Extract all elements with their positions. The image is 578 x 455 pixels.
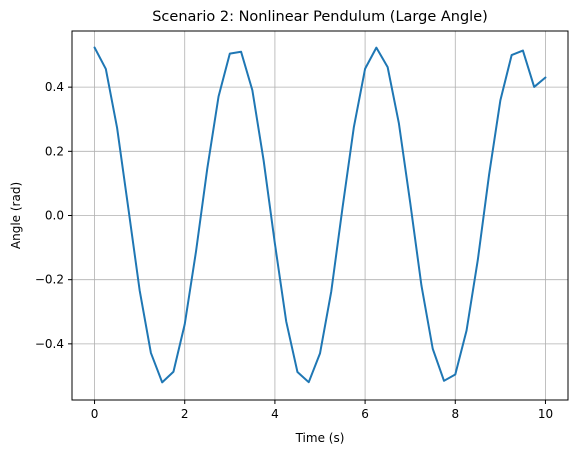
x-axis-label: Time (s) bbox=[295, 431, 345, 445]
series-line bbox=[93, 46, 547, 384]
x-tick-label: 2 bbox=[181, 407, 189, 421]
y-axis-label: Angle (rad) bbox=[9, 182, 23, 249]
x-tick-label: 8 bbox=[451, 407, 459, 421]
y-tick-label: 0.2 bbox=[45, 144, 64, 158]
chart-title: Scenario 2: Nonlinear Pendulum (Large An… bbox=[152, 9, 488, 25]
grid-lines bbox=[72, 31, 568, 400]
x-tick-label: 4 bbox=[271, 407, 279, 421]
y-tick-label: 0.4 bbox=[45, 80, 64, 94]
y-tick-label: −0.4 bbox=[35, 337, 64, 351]
y-tick-label: 0.0 bbox=[45, 209, 64, 223]
x-tick-label: 6 bbox=[361, 407, 369, 421]
series-group bbox=[93, 46, 547, 384]
x-tick-label: 10 bbox=[538, 407, 553, 421]
y-tick-label: −0.2 bbox=[35, 273, 64, 287]
axes: 0 2 4 6 8 10 −0.4 −0.2 0.0 0.2 0.4 bbox=[35, 30, 569, 421]
x-tick-label: 0 bbox=[91, 407, 99, 421]
